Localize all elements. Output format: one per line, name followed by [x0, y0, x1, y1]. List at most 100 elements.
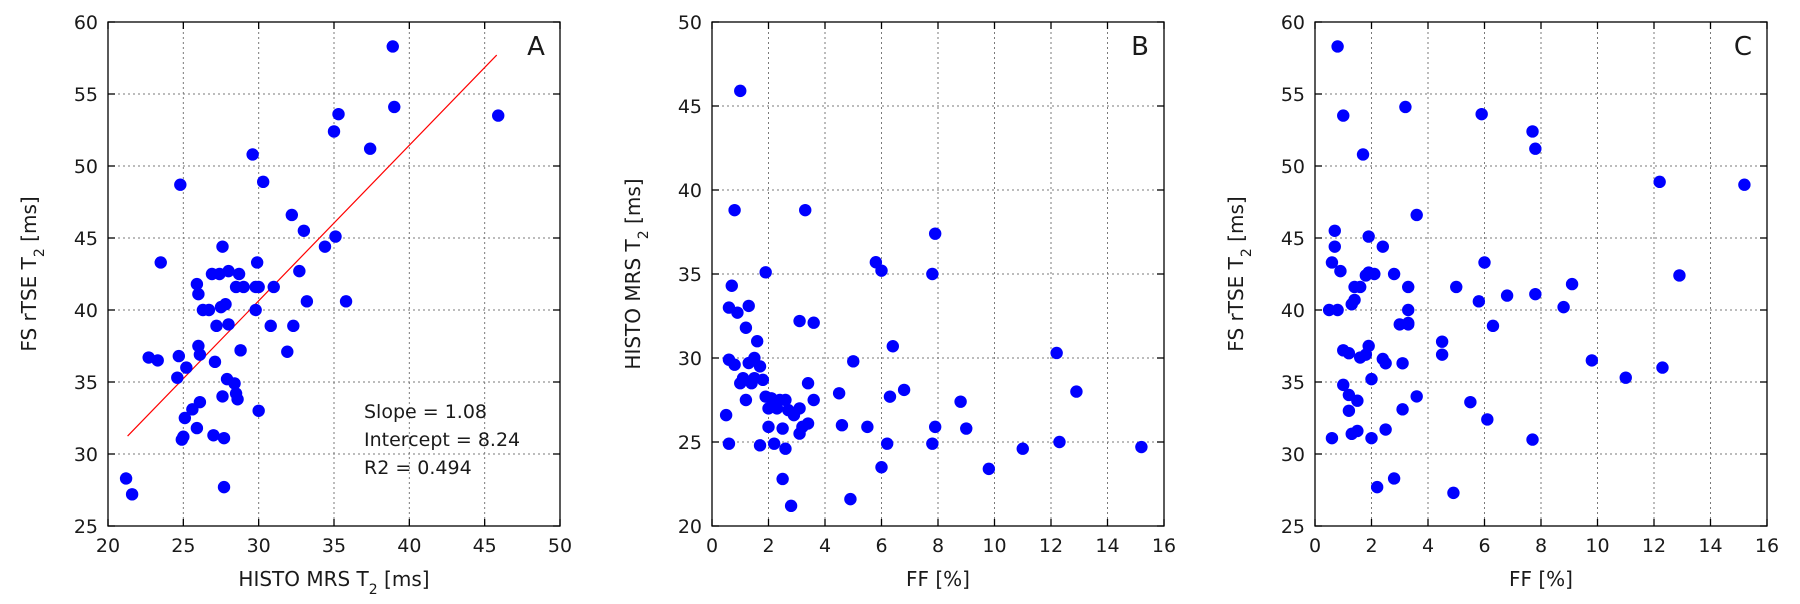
x-axis-label: HISTO MRS T2 [ms]	[238, 567, 429, 598]
x-tick-label: 8	[932, 535, 944, 557]
x-tick-label: 2	[762, 535, 774, 557]
data-point	[1070, 385, 1083, 398]
y-tick-label: 45	[678, 96, 702, 118]
data-point	[779, 393, 792, 407]
data-point	[742, 299, 755, 313]
data-point	[1450, 280, 1463, 294]
data-point	[1362, 230, 1375, 243]
y-tick-label: 30	[1281, 444, 1305, 466]
data-point	[1379, 357, 1392, 370]
x-tick-label: 16	[1755, 535, 1779, 557]
data-point	[1368, 267, 1381, 281]
data-point	[1337, 109, 1350, 122]
data-point	[1053, 435, 1066, 449]
data-point	[1322, 303, 1336, 317]
x-tick-label: 14	[1698, 535, 1722, 557]
data-point	[960, 422, 973, 435]
panel-b: 0 2 4 6 8 10 12 14 16 20 25 30 35 40 45 50 B FF [%] HISTO …	[621, 12, 1176, 591]
fit-stat: Slope = 1.08	[364, 401, 487, 423]
data-point	[954, 395, 967, 408]
data-point	[1472, 295, 1486, 308]
data-point	[332, 107, 345, 121]
data-point	[799, 203, 812, 217]
data-point	[293, 264, 306, 278]
data-point	[267, 280, 280, 294]
x-axis-label: FF [%]	[1509, 567, 1573, 591]
data-point	[171, 371, 184, 384]
data-point	[386, 40, 399, 53]
data-point	[734, 84, 747, 98]
data-point	[1325, 431, 1339, 445]
data-point	[776, 472, 789, 486]
data-point	[753, 360, 767, 373]
data-point	[219, 298, 232, 311]
data-point	[237, 280, 250, 294]
data-point	[847, 355, 860, 368]
x-tick-label: 16	[1152, 535, 1176, 557]
y-tick-label: 45	[74, 228, 98, 250]
data-point	[1399, 100, 1412, 114]
data-point	[234, 344, 247, 357]
data-point	[216, 390, 229, 403]
data-point	[1478, 256, 1491, 269]
data-point	[1376, 240, 1390, 253]
x-axis-label: FF [%]	[906, 567, 970, 591]
data-point	[252, 280, 265, 294]
data-point	[210, 319, 223, 333]
data-point	[928, 420, 942, 434]
data-point	[1342, 404, 1356, 417]
data-point	[835, 419, 849, 432]
x-tick-label: 0	[706, 535, 718, 557]
data-point	[363, 142, 377, 155]
data-point	[1673, 269, 1686, 282]
data-point	[329, 230, 342, 243]
data-point	[207, 429, 220, 442]
data-point	[779, 442, 792, 455]
data-point	[1356, 148, 1370, 161]
data-point	[776, 422, 789, 435]
data-point	[1435, 348, 1449, 361]
data-point	[192, 287, 205, 301]
data-point	[1526, 125, 1539, 138]
data-point	[492, 109, 505, 122]
data-point	[250, 256, 264, 269]
y-tick-label: 20	[678, 516, 702, 538]
x-tick-label: 8	[1535, 535, 1547, 557]
data-point	[339, 295, 353, 308]
data-point	[264, 319, 277, 333]
data-point	[1585, 354, 1599, 367]
data-point	[119, 472, 133, 485]
data-point	[1379, 423, 1392, 436]
data-point	[193, 348, 207, 361]
y-tick-label: 30	[678, 348, 702, 370]
data-point	[178, 411, 192, 425]
data-point	[1362, 339, 1375, 353]
data-point	[1334, 264, 1347, 278]
data-point	[125, 488, 139, 501]
data-point	[751, 335, 764, 348]
data-point	[174, 178, 187, 191]
data-point	[297, 224, 311, 237]
data-point	[801, 417, 815, 430]
data-point	[756, 373, 770, 387]
data-point	[1402, 280, 1415, 294]
data-point	[762, 402, 775, 415]
data-point	[1365, 372, 1378, 386]
data-point	[1337, 378, 1350, 392]
data-point	[177, 430, 190, 443]
data-point	[883, 390, 897, 403]
data-point	[1351, 424, 1364, 438]
fit-stat: Intercept = 8.24	[364, 429, 520, 451]
data-point	[217, 480, 231, 494]
panel-letter: B	[1131, 32, 1149, 62]
data-point	[222, 264, 235, 278]
data-point	[844, 492, 857, 506]
data-point	[762, 420, 775, 434]
y-tick-label: 40	[678, 180, 702, 202]
x-tick-label: 6	[1478, 535, 1490, 557]
x-tick-label: 10	[1585, 535, 1609, 557]
data-point	[1656, 361, 1669, 374]
x-tick-label: 35	[322, 535, 346, 557]
